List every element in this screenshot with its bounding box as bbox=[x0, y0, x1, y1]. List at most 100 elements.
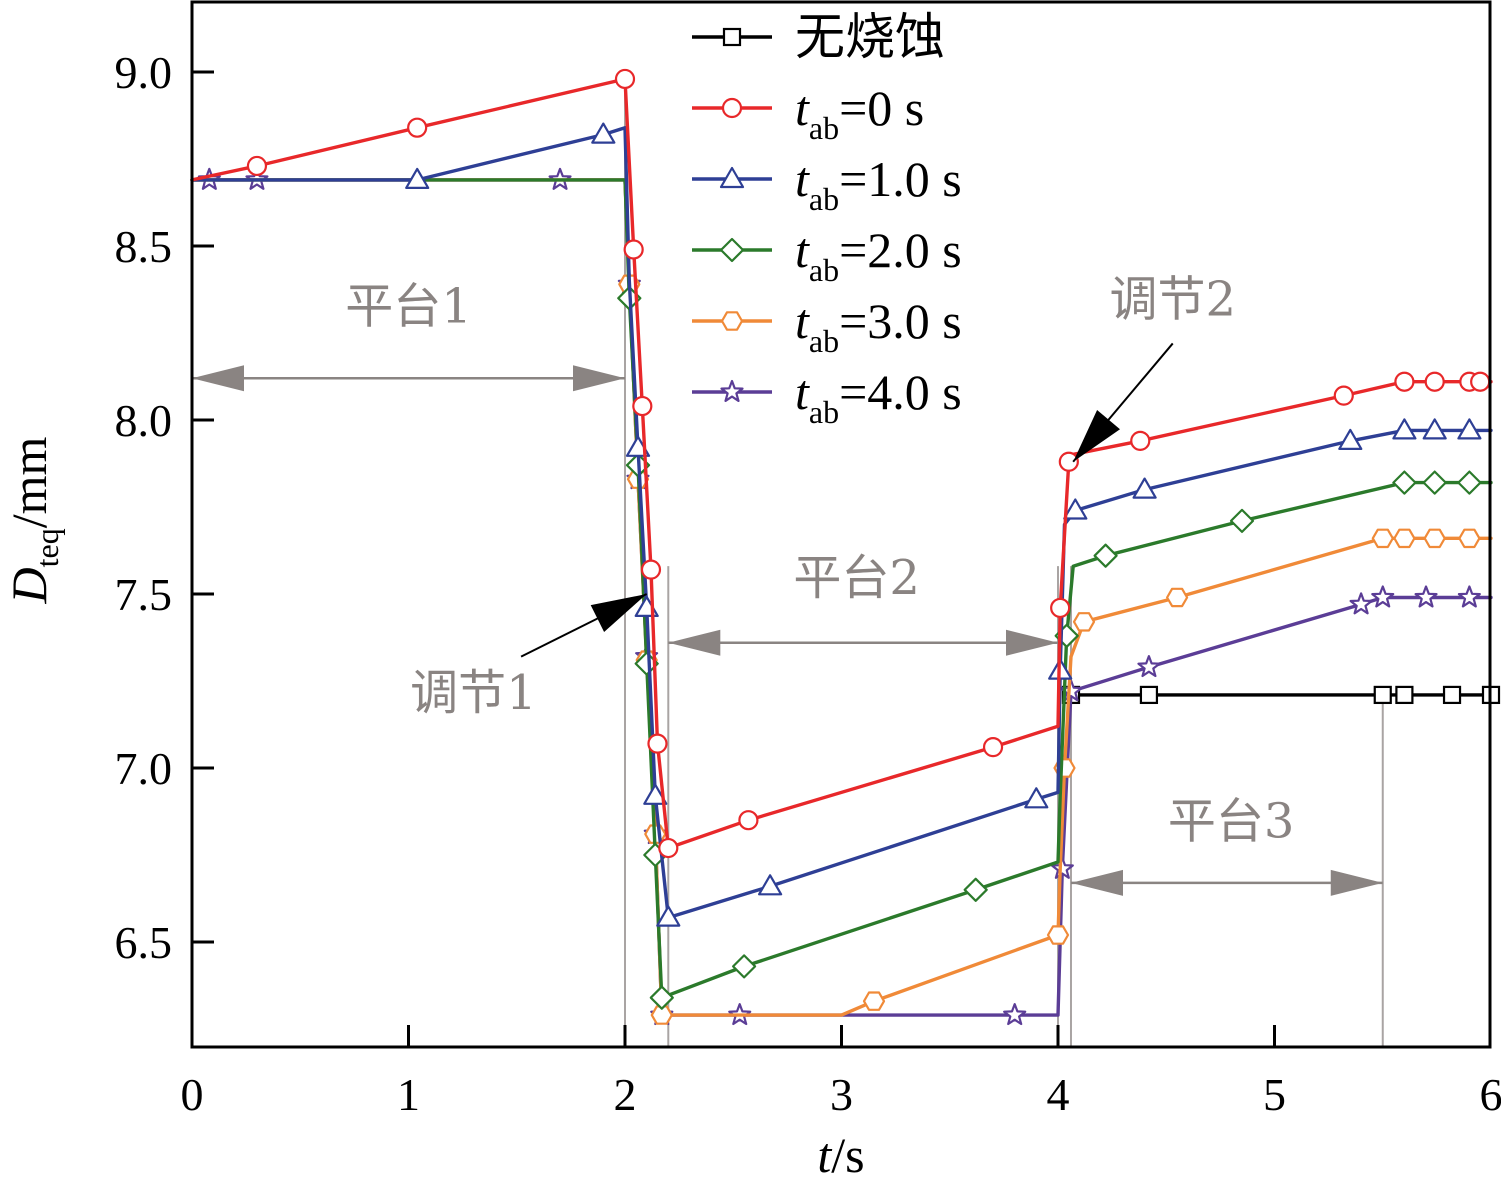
series-4-point-5 bbox=[862, 991, 886, 1011]
annotation-arrowhead-right-0 bbox=[573, 365, 625, 392]
annotation-1: 平台2 bbox=[668, 550, 1058, 656]
annotation-2: 平台3 bbox=[1070, 794, 1383, 896]
legend-label-sub-3: ab bbox=[809, 252, 839, 288]
annotation-3: 调节1 bbox=[410, 593, 648, 721]
x-tick-label-0: 0 bbox=[181, 1069, 204, 1120]
series-1-point-1 bbox=[407, 117, 428, 138]
series-1-point-0 bbox=[246, 155, 268, 177]
series-3-point-12 bbox=[1457, 470, 1482, 495]
series-2-point-4 bbox=[643, 783, 668, 805]
legend-label-rest-5: =4.0 s bbox=[839, 364, 962, 420]
x-axis-label-unit: /s bbox=[831, 1127, 864, 1180]
annotation-arrowhead-left-2 bbox=[1070, 869, 1123, 896]
series-0-point-2 bbox=[1373, 685, 1392, 705]
legend-label-rest-2: =1.0 s bbox=[839, 151, 962, 207]
annotation-label-2: 平台3 bbox=[1168, 794, 1295, 850]
series-1-point-7 bbox=[658, 837, 679, 859]
series-4-point-4 bbox=[650, 1005, 673, 1025]
legend-item-4: tab=3.0 s bbox=[692, 293, 962, 359]
series-1-point-13 bbox=[1333, 385, 1354, 406]
y-tick-label-5: 9.0 bbox=[115, 47, 173, 98]
annotation-label-1: 平台2 bbox=[793, 550, 920, 606]
y-tick-label-3: 8.0 bbox=[115, 395, 173, 446]
series-2-point-12 bbox=[1392, 418, 1417, 440]
series-5-point-14 bbox=[1371, 585, 1395, 608]
series-2-point-1 bbox=[591, 122, 616, 144]
series-2-point-0 bbox=[405, 167, 430, 189]
series-1-point-4 bbox=[632, 395, 653, 417]
series-3-point-10 bbox=[1392, 470, 1417, 495]
legend-swatch-marker-2 bbox=[719, 166, 745, 189]
series-1-point-6 bbox=[647, 733, 668, 754]
series-1-point-9 bbox=[982, 737, 1004, 758]
legend-swatch-marker-1 bbox=[721, 97, 743, 119]
legend-label-sub-4: ab bbox=[809, 323, 839, 359]
series-3-point-8 bbox=[1093, 543, 1118, 568]
series-2-point-13 bbox=[1422, 418, 1447, 440]
series-5-point-9 bbox=[1003, 1002, 1027, 1026]
annotation-label-4: 调节2 bbox=[1109, 272, 1236, 328]
legend-label-var-5: t bbox=[795, 364, 810, 420]
series-5-point-13 bbox=[1349, 592, 1373, 615]
legend-swatch-marker-0 bbox=[722, 27, 742, 47]
series-line-1 bbox=[190, 77, 1493, 850]
series-1-point-11 bbox=[1058, 451, 1079, 472]
series-3-point-4 bbox=[649, 985, 674, 1010]
series-2-point-6 bbox=[757, 874, 783, 896]
annotation-pointer-head-4 bbox=[1073, 410, 1120, 462]
legend-label-5: tab=4.0 s bbox=[795, 364, 962, 430]
annotation-label-3: 调节1 bbox=[410, 665, 537, 721]
legend-label-rest-3: =2.0 s bbox=[839, 222, 962, 278]
x-tick-label-3: 3 bbox=[830, 1069, 853, 1120]
series-1-point-3 bbox=[623, 239, 644, 260]
x-tick-label-2: 2 bbox=[614, 1069, 637, 1120]
series-4-point-11 bbox=[1393, 528, 1416, 549]
series-1 bbox=[190, 68, 1493, 859]
legend-item-3: tab=2.0 s bbox=[692, 222, 962, 288]
annotation-4: 调节2 bbox=[1072, 272, 1236, 463]
legend-label-2: tab=1.0 s bbox=[795, 151, 962, 217]
y-axis-label-var: D bbox=[1, 567, 57, 604]
legend-item-1: tab=0 s bbox=[692, 80, 924, 146]
y-tick-label-1: 7.0 bbox=[115, 743, 173, 794]
series-4-point-9 bbox=[1165, 587, 1189, 608]
annotations-layer: 平台1 平台2 平台3 调节1 调节2 bbox=[192, 272, 1383, 896]
x-tick-label-4: 4 bbox=[1047, 1069, 1070, 1120]
series-3-point-6 bbox=[963, 877, 988, 902]
series-4-point-12 bbox=[1423, 528, 1446, 549]
x-axis-label: t/s bbox=[817, 1127, 864, 1180]
series-0 bbox=[1061, 685, 1501, 705]
legend-item-0: 无烧蚀 bbox=[692, 9, 945, 65]
legend-label-sub-5: ab bbox=[809, 394, 839, 430]
series-1-point-15 bbox=[1424, 371, 1445, 392]
annotation-arrowhead-left-0 bbox=[192, 365, 244, 392]
legend-item-2: tab=1.0 s bbox=[692, 151, 962, 217]
series-5-point-10 bbox=[1050, 856, 1074, 879]
x-tick-label-5: 5 bbox=[1263, 1069, 1286, 1120]
series-1-point-5 bbox=[640, 559, 662, 580]
series-5-point-16 bbox=[1457, 585, 1481, 608]
annotation-0: 平台1 bbox=[192, 279, 625, 392]
series-2-point-7 bbox=[1024, 787, 1049, 809]
series-0-point-3 bbox=[1395, 685, 1414, 705]
series-3-point-9 bbox=[1229, 508, 1255, 534]
series-3-point-5 bbox=[731, 954, 757, 979]
series-1-point-12 bbox=[1130, 430, 1151, 451]
legend-label-1: tab=0 s bbox=[795, 80, 924, 146]
series-2-point-11 bbox=[1338, 428, 1363, 450]
series-4-point-8 bbox=[1072, 612, 1096, 632]
series-2-point-9 bbox=[1063, 498, 1088, 520]
legend-label-3: tab=2.0 s bbox=[795, 222, 962, 288]
series-1-point-10 bbox=[1050, 597, 1071, 619]
series-2 bbox=[190, 122, 1493, 927]
annotation-arrowhead-left-1 bbox=[668, 629, 721, 656]
x-tick-label-1: 1 bbox=[397, 1069, 420, 1120]
legend-label-4: tab=3.0 s bbox=[795, 293, 962, 359]
series-layer bbox=[190, 68, 1501, 1026]
series-3-point-11 bbox=[1422, 470, 1447, 495]
series-4-point-13 bbox=[1458, 528, 1481, 549]
legend-label-var-3: t bbox=[795, 222, 810, 278]
legend-label-sub-1: ab bbox=[809, 110, 839, 146]
